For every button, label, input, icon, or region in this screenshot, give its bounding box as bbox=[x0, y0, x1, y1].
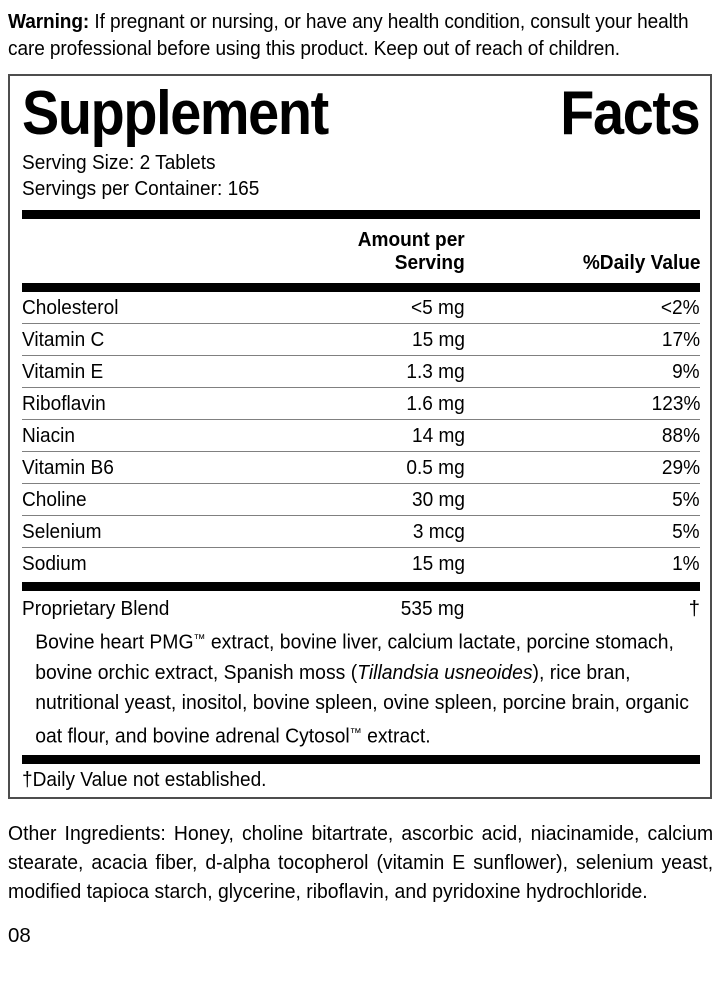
rule-above-headers bbox=[22, 210, 700, 219]
supplement-facts-box: Supplement Facts Serving Size: 2 Tablets… bbox=[8, 74, 712, 800]
nutrient-amount: 1.3 mg bbox=[306, 355, 531, 388]
nutrient-amount: 3 mcg bbox=[306, 515, 531, 548]
nutrient-amount: <5 mg bbox=[410, 296, 465, 319]
serving-size: Serving Size: 2 Tablets bbox=[22, 151, 216, 174]
nutrient-rows-table: Cholesterol <5 mg <2% Vitamin C 15 mg 17… bbox=[22, 292, 700, 579]
nutrient-amount: 1.6 mg bbox=[306, 387, 531, 420]
daily-value-footnote: †Daily Value not established. bbox=[22, 768, 267, 792]
title-word-facts: Facts bbox=[560, 79, 700, 148]
table-row: Selenium 3 mcg 5% bbox=[22, 515, 700, 548]
nutrient-rows-body: Cholesterol <5 mg <2% Vitamin C 15 mg 17… bbox=[22, 292, 700, 579]
nutrient-daily-value: 88% bbox=[530, 419, 700, 452]
table-row: Riboflavin 1.6 mg 123% bbox=[22, 387, 700, 420]
nutrient-amount: 14 mg bbox=[306, 419, 531, 452]
revision-code: 08 bbox=[8, 924, 31, 948]
table-row: Choline 30 mg 5% bbox=[22, 483, 700, 516]
nutrient-daily-value: 5% bbox=[530, 515, 700, 548]
table-row: Sodium 15 mg 1% bbox=[22, 547, 700, 579]
warning-paragraph: Warning: If pregnant or nursing, or have… bbox=[8, 0, 715, 62]
rule-above-blend bbox=[22, 582, 700, 591]
nutrient-amount: 15 mg bbox=[306, 547, 531, 579]
nutrient-name: Riboflavin bbox=[22, 387, 307, 420]
nutrient-name: Selenium bbox=[22, 515, 307, 548]
header-daily-value: %Daily Value bbox=[582, 251, 700, 274]
nutrient-daily-value: 9% bbox=[530, 355, 700, 388]
nutrient-name: Vitamin B6 bbox=[22, 451, 307, 484]
header-nutrient-name bbox=[22, 219, 307, 283]
other-ingredients-paragraph: Other Ingredients: Honey, choline bitart… bbox=[8, 822, 714, 904]
supplement-facts-title: Supplement Facts bbox=[22, 76, 701, 148]
table-header-row: Amount per Serving %Daily Value bbox=[22, 219, 700, 283]
blend-daily-value: † bbox=[688, 597, 700, 620]
blend-ingredients-list: Bovine heart PMG™ extract, bovine liver,… bbox=[35, 630, 689, 748]
nutrient-daily-value: 1% bbox=[530, 547, 700, 579]
nutrient-name: Vitamin E bbox=[22, 355, 307, 388]
blend-name: Proprietary Blend bbox=[22, 597, 170, 620]
table-row: Niacin 14 mg 88% bbox=[22, 419, 700, 452]
nutrient-name: Cholesterol bbox=[22, 296, 119, 319]
table-row: Vitamin C 15 mg 17% bbox=[22, 323, 700, 356]
title-word-supplement: Supplement bbox=[22, 79, 329, 148]
servings-per-container: Servings per Container: 165 bbox=[22, 177, 260, 200]
nutrient-name: Choline bbox=[22, 483, 307, 516]
nutrient-name: Sodium bbox=[22, 547, 307, 579]
header-amount-per-serving: Amount per Serving bbox=[357, 228, 465, 274]
nutrient-amount: 0.5 mg bbox=[306, 451, 531, 484]
nutrition-table: Amount per Serving %Daily Value bbox=[22, 219, 700, 283]
nutrient-amount: 30 mg bbox=[306, 483, 531, 516]
nutrient-daily-value: 123% bbox=[530, 387, 700, 420]
rule-above-footnote bbox=[22, 755, 700, 765]
table-row: Vitamin B6 0.5 mg 29% bbox=[22, 451, 700, 484]
nutrient-daily-value: 29% bbox=[530, 451, 700, 484]
serving-information: Serving Size: 2 Tablets Servings per Con… bbox=[22, 148, 703, 202]
trademark-symbol: ™ bbox=[193, 631, 206, 646]
proprietary-blend-row: Proprietary Blend 535 mg † bbox=[22, 591, 700, 624]
nutrient-name: Vitamin C bbox=[22, 323, 307, 356]
warning-text: If pregnant or nursing, or have any heal… bbox=[8, 10, 689, 60]
table-row: Vitamin E 1.3 mg 9% bbox=[22, 355, 700, 388]
latin-species-name: Tillandsia usneoides bbox=[357, 660, 533, 684]
rule-below-headers bbox=[22, 283, 700, 292]
nutrient-name: Niacin bbox=[22, 419, 307, 452]
blend-amount: 535 mg bbox=[400, 597, 465, 620]
table-row: Cholesterol <5 mg <2% bbox=[22, 292, 700, 324]
nutrient-amount: 15 mg bbox=[306, 323, 531, 356]
nutrient-daily-value: <2% bbox=[661, 296, 700, 319]
nutrient-daily-value: 17% bbox=[530, 323, 700, 356]
nutrient-daily-value: 5% bbox=[530, 483, 700, 516]
trademark-symbol: ™ bbox=[349, 724, 362, 740]
warning-label: Warning: bbox=[8, 10, 90, 33]
